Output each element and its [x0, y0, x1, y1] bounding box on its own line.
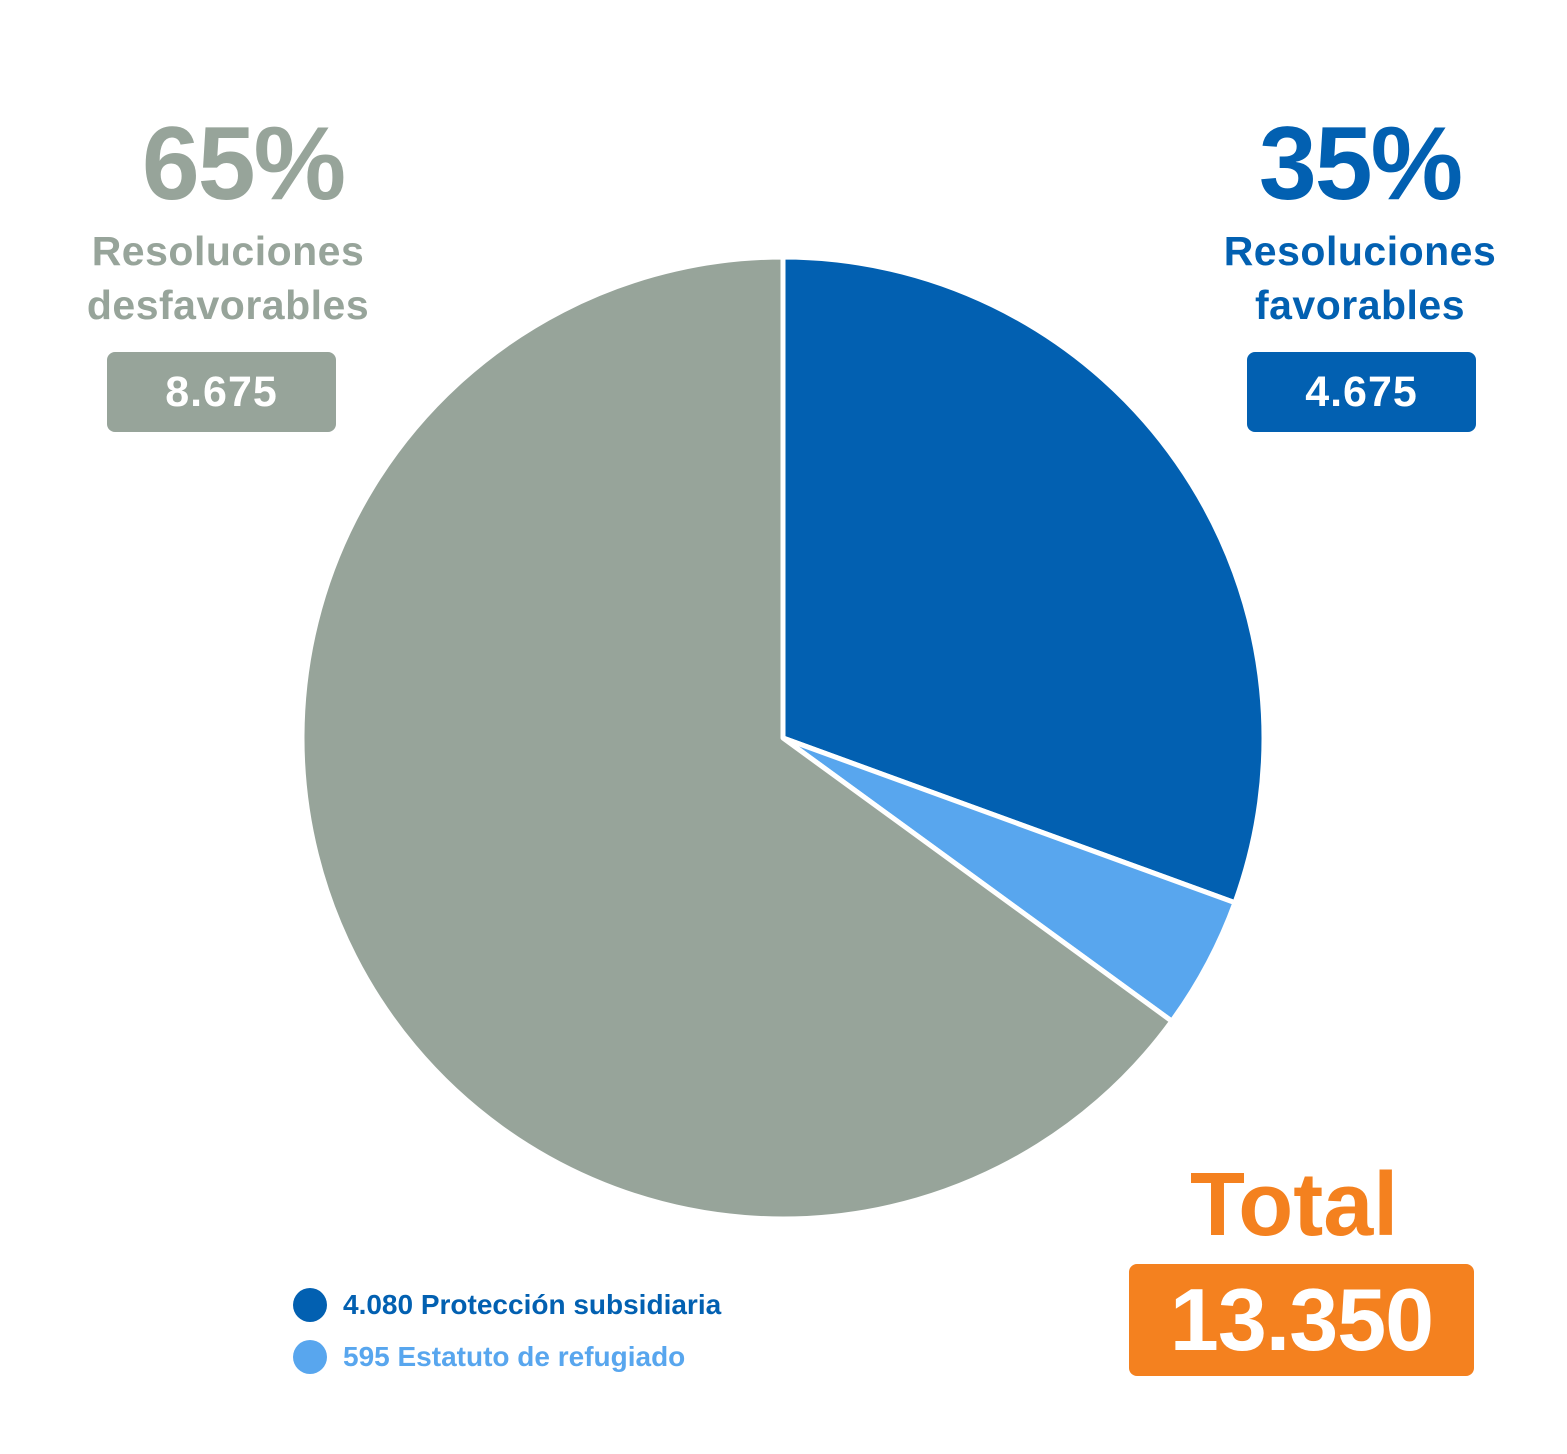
favorable-value-box: 4.675 — [1247, 352, 1476, 432]
unfavorable-label-line1: Resoluciones — [91, 228, 365, 274]
legend-item-refugee: 595 Estatuto de refugiado — [293, 1340, 685, 1374]
unfavorable-label: Resoluciones desfavorables — [48, 224, 408, 332]
legend-dot-refugee — [293, 1340, 327, 1374]
favorable-percent: 35% — [1258, 106, 1463, 222]
favorable-label: Resoluciones favorables — [1180, 224, 1540, 332]
unfavorable-label-line2: desfavorables — [86, 282, 370, 328]
total-value: 13.350 — [1169, 1270, 1434, 1369]
total-title: Total — [1190, 1155, 1399, 1255]
legend-text-subsidiary: 4.080 Protección subsidiaria — [343, 1289, 722, 1320]
unfavorable-value: 8.675 — [165, 367, 278, 416]
legend-item-subsidiary: 4.080 Protección subsidiaria — [293, 1288, 721, 1322]
unfavorable-percent: 65% — [141, 106, 346, 222]
favorable-value: 4.675 — [1305, 367, 1418, 416]
favorable-label-line2: favorables — [1254, 282, 1466, 328]
total-value-box: 13.350 — [1129, 1264, 1474, 1376]
pie-slice-unfavorable — [299, 254, 1175, 1222]
unfavorable-value-box: 8.675 — [107, 352, 336, 432]
legend-dot-subsidiary — [293, 1288, 327, 1322]
pie-slice-subsidiary-protection — [780, 254, 1267, 906]
legend-text-refugee: 595 Estatuto de refugiado — [343, 1341, 686, 1372]
favorable-label-line1: Resoluciones — [1223, 228, 1497, 274]
